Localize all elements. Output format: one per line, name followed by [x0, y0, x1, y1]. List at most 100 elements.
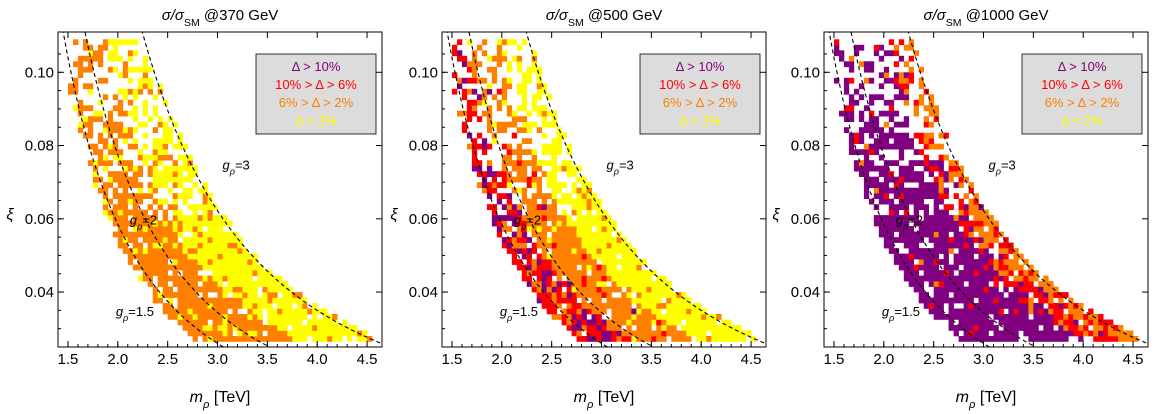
heatmap-cell	[192, 336, 198, 342]
heatmap-cell	[848, 149, 855, 155]
heatmap-cell	[1073, 308, 1079, 315]
heatmap-cell	[127, 88, 134, 95]
heatmap-cell	[913, 171, 919, 177]
heatmap-cell	[853, 44, 860, 51]
x-tick-label: 1.5	[58, 351, 79, 368]
heatmap-cell	[601, 264, 607, 271]
heatmap-cell	[551, 154, 557, 161]
heatmap-cell	[993, 231, 999, 238]
heatmap-cell	[237, 336, 243, 342]
heatmap-cell	[641, 308, 647, 315]
heatmap-cell	[232, 253, 238, 260]
heatmap-cell	[147, 270, 153, 276]
heatmap-cell	[127, 253, 134, 260]
heatmap-cell	[506, 193, 513, 199]
heatmap-cell	[928, 281, 934, 287]
heatmap-cell	[863, 61, 870, 68]
heatmap-cell	[591, 325, 597, 331]
heatmap-cell	[551, 198, 557, 205]
heatmap-cell	[68, 88, 74, 95]
heatmap-cell	[506, 198, 513, 205]
heatmap-cell	[616, 259, 622, 265]
heatmap-cell	[1063, 330, 1069, 337]
heatmap-cell	[626, 319, 632, 326]
heatmap-cell	[132, 264, 139, 271]
heatmap-cell	[511, 231, 518, 238]
heatmap-cell	[863, 149, 870, 155]
heatmap-cell	[247, 297, 253, 304]
heatmap-cell	[322, 319, 328, 326]
heatmap-cell	[267, 330, 273, 337]
heatmap-cell	[556, 303, 562, 309]
heatmap-cell	[913, 198, 919, 205]
heatmap-cell	[903, 116, 910, 122]
heatmap-cell	[137, 154, 144, 161]
heatmap-cell	[1003, 270, 1009, 276]
heatmap-cell	[157, 149, 163, 155]
heatmap-cell	[157, 83, 163, 90]
heatmap-cell	[102, 160, 109, 166]
heatmap-cell	[978, 215, 984, 221]
heatmap-cell	[536, 176, 542, 183]
heatmap-cell	[147, 237, 153, 243]
heatmap-cell	[943, 204, 949, 210]
heatmap-cell	[928, 110, 934, 117]
heatmap-cell	[536, 127, 542, 133]
heatmap-cell	[878, 220, 885, 227]
heatmap-cell	[1058, 336, 1064, 342]
heatmap-cell	[501, 88, 508, 95]
heatmap-cell	[117, 99, 124, 106]
heatmap-cell	[162, 215, 168, 221]
heatmap-cell	[132, 138, 139, 144]
heatmap-cell	[948, 270, 954, 276]
heatmap-cell	[631, 297, 637, 304]
heatmap-cell	[152, 209, 158, 216]
heatmap-cell	[282, 292, 288, 298]
heatmap-cell	[142, 160, 148, 166]
heatmap-cell	[626, 281, 632, 287]
heatmap-cell	[933, 143, 939, 150]
heatmap-cell	[581, 319, 587, 326]
heatmap-cell	[551, 248, 557, 254]
heatmap-cell	[596, 253, 602, 260]
heatmap-cell	[998, 303, 1004, 309]
heatmap-cell	[953, 297, 959, 304]
heatmap-cell	[741, 336, 747, 342]
heatmap-cell	[868, 99, 875, 106]
heatmap-cell	[207, 193, 213, 199]
heatmap-cell	[237, 325, 243, 331]
heatmap-cell	[993, 336, 999, 342]
heatmap-cell	[546, 209, 552, 216]
heatmap-cell	[97, 138, 104, 144]
heatmap-cell	[97, 99, 104, 106]
heatmap-cell	[97, 77, 104, 84]
heatmap-cell	[302, 330, 308, 337]
heatmap-cell	[671, 336, 677, 342]
heatmap-cell	[526, 110, 532, 117]
heatmap-cell	[97, 154, 104, 161]
heatmap-cell	[132, 105, 139, 112]
heatmap-cell	[918, 138, 924, 144]
heatmap-cell	[953, 237, 959, 243]
heatmap-cell	[172, 237, 178, 243]
heatmap-cell	[1003, 264, 1009, 271]
heatmap-cell	[501, 226, 508, 232]
heatmap-cell	[147, 215, 153, 221]
heatmap-cell	[1028, 264, 1034, 271]
heatmap-cell	[601, 209, 607, 216]
heatmap-cell	[272, 330, 278, 337]
heatmap-cell	[177, 226, 183, 232]
heatmap-cell	[893, 182, 900, 188]
heatmap-cell	[636, 297, 642, 304]
heatmap-cell	[162, 149, 168, 155]
heatmap-cell	[182, 281, 188, 287]
heatmap-cell	[636, 292, 642, 298]
heatmap-cell	[1008, 281, 1014, 287]
heatmap-cell	[943, 270, 949, 276]
heatmap-cell	[908, 55, 914, 62]
heatmap-cell	[526, 281, 532, 287]
heatmap-cell	[297, 303, 303, 309]
heatmap-cell	[546, 143, 552, 150]
heatmap-cell	[516, 61, 523, 68]
heatmap-cell	[606, 275, 612, 282]
